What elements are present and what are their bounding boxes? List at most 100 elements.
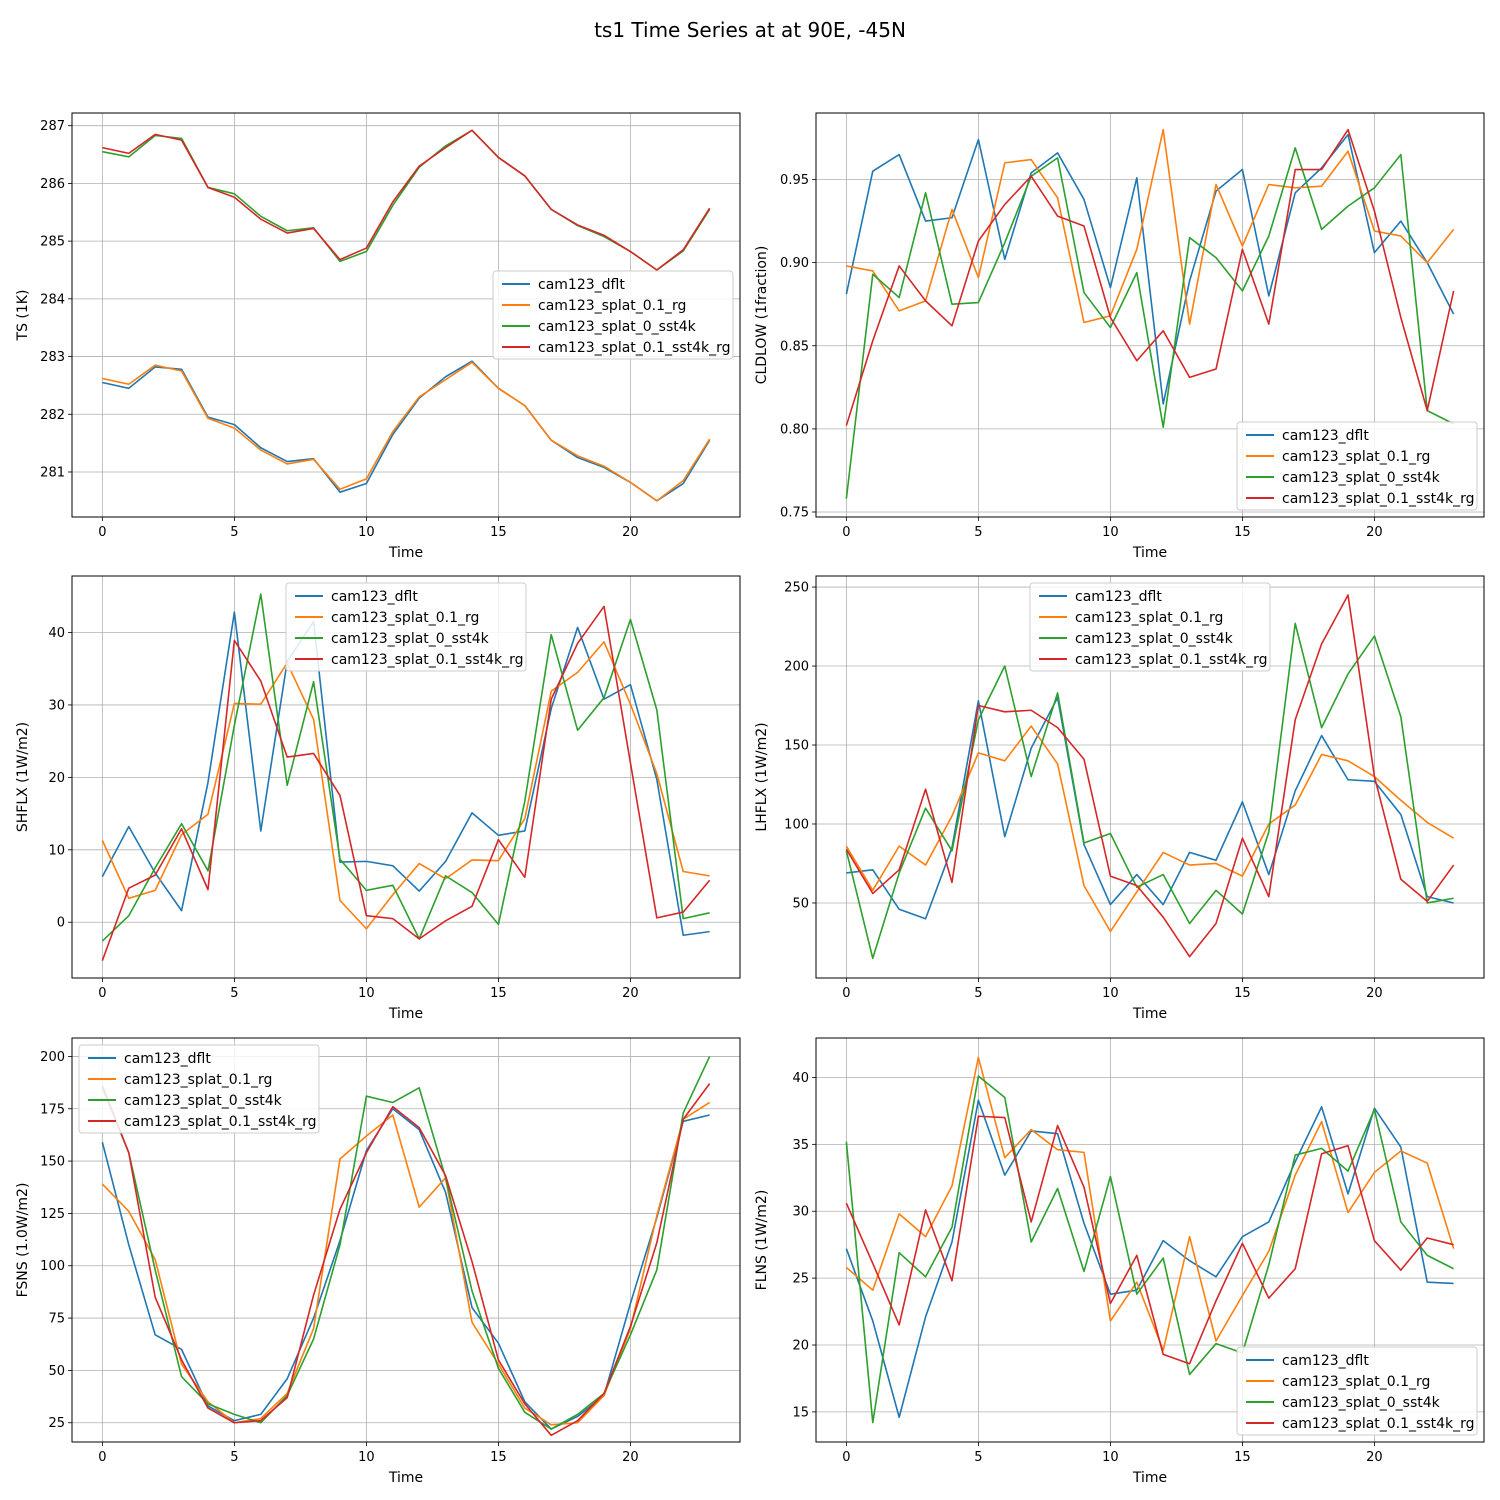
y-tick-label: 30 [792, 1205, 809, 1220]
legend-entry: cam123_splat_0_sst4k [1075, 631, 1234, 647]
x-tick-label: 15 [1234, 986, 1251, 1001]
legend-entry: cam123_splat_0.1_sst4k_rg [1282, 1416, 1475, 1432]
y-tick-label: 175 [40, 1102, 65, 1117]
x-tick-label: 0 [98, 525, 106, 540]
legend-entry: cam123_splat_0.1_sst4k_rg [1075, 652, 1268, 668]
series-line-cam123_splat_0.1_rg [845, 1056, 1455, 1352]
x-tick-label: 20 [1366, 986, 1383, 1001]
subplot-5: 0 5 10 15 20 25 50 75 100 125 150 175 200 Time FSNS (1… [15, 1037, 741, 1486]
y-tick-label: 150 [784, 739, 809, 754]
series-line-cam123_splat_0.1_sst4k_rg [845, 1115, 1454, 1365]
legend-box [492, 270, 734, 360]
x-tick-label: 5 [230, 525, 238, 540]
legend-entry: cam123_splat_0.1_sst4k_rg [124, 1114, 317, 1130]
y-tick-label: 40 [48, 626, 65, 641]
y-tick-label: 40 [792, 1071, 809, 1086]
series-line-cam123_splat_0.1_rg [102, 361, 711, 502]
y-tick-label: 15 [792, 1405, 809, 1420]
axes-frame [815, 112, 1485, 518]
y-tick-label: 25 [48, 1416, 65, 1431]
x-axis-label: Time [1132, 1470, 1167, 1486]
series-line-cam123_splat_0_sst4k [845, 147, 1454, 499]
legend-entry: cam123_splat_0_sst4k [538, 319, 697, 335]
axes-frame [71, 1037, 741, 1443]
x-tick-label: 15 [1234, 525, 1251, 540]
series-line-cam123_splat_0.1_rg [845, 725, 1455, 933]
x-tick-label: 10 [358, 525, 375, 540]
legend-entry: cam123_dflt [1075, 589, 1162, 605]
y-tick-label: 100 [40, 1259, 65, 1274]
legend: cam123_dflt cam123_splat_0.1_rg cam123_spl… [78, 1044, 320, 1134]
legend-entry: cam123_splat_0_sst4k [331, 631, 490, 647]
y-tick-label: 281 [40, 465, 65, 480]
x-axis-label: Time [388, 1470, 423, 1486]
x-tick-label: 0 [842, 986, 850, 1001]
y-axis-label: SHFLX (1W/m2) [15, 722, 31, 832]
legend-entry: cam123_splat_0.1_rg [331, 610, 479, 626]
legend: cam123_dflt cam123_splat_0.1_rg cam123_spl… [285, 582, 527, 672]
y-tick-label: 20 [48, 771, 65, 786]
series-line-cam123_dflt [845, 133, 1455, 405]
x-tick-label: 15 [490, 1450, 507, 1465]
y-tick-label: 250 [784, 581, 809, 596]
subplot-grid: 0 5 10 15 20 281 282 283 284 285 286 287 Time TS (1K)… [15, 112, 1485, 1486]
subplot-3: 0 5 10 15 20 0 10 20 30 40 Time SHFLX (1W/m2) cam123… [15, 575, 741, 1022]
x-axis-label: Time [1132, 1006, 1167, 1022]
legend-box [1236, 421, 1478, 511]
series-line-cam123_dflt [846, 696, 1454, 920]
y-tick-label: 50 [792, 896, 809, 911]
y-axis-label: FLNS (1W/m2) [754, 1190, 770, 1291]
y-tick-label: 0.80 [780, 422, 809, 437]
y-tick-label: 100 [784, 817, 809, 832]
y-tick-label: 287 [40, 119, 65, 134]
legend-box [1236, 1346, 1478, 1436]
y-tick-label: 25 [792, 1272, 809, 1287]
series-line-cam123_dflt [845, 1099, 1454, 1419]
y-tick-label: 284 [40, 292, 65, 307]
x-tick-label: 10 [1102, 986, 1119, 1001]
legend-entry: cam123_splat_0.1_sst4k_rg [331, 652, 524, 668]
x-tick-label: 0 [98, 986, 106, 1001]
y-axis-label: LHFLX (1W/m2) [754, 722, 770, 831]
legend: cam123_dflt cam123_splat_0.1_rg cam123_spl… [1236, 421, 1478, 511]
x-tick-label: 20 [622, 986, 639, 1001]
legend: cam123_dflt cam123_splat_0.1_rg cam123_spl… [492, 270, 734, 360]
x-tick-label: 5 [974, 1450, 982, 1465]
legend-entry: cam123_splat_0.1_rg [1282, 1374, 1430, 1390]
x-tick-label: 0 [842, 525, 850, 540]
subplot-2: 0 5 10 15 20 0.75 0.80 0.85 0.90 0.95 Time CLDLOW (… [754, 112, 1485, 561]
legend-entry: cam123_splat_0.1_rg [1075, 610, 1223, 626]
subplot-4: 0 5 10 15 20 50 100 150 200 250 Time LHFLX (1W/m2) c… [754, 575, 1485, 1022]
x-tick-label: 5 [230, 986, 238, 1001]
y-tick-label: 125 [40, 1207, 65, 1222]
axes-frame [815, 575, 1485, 979]
x-tick-label: 0 [842, 1450, 850, 1465]
legend-entry: cam123_splat_0.1_rg [124, 1072, 272, 1088]
y-tick-label: 35 [792, 1138, 809, 1153]
y-tick-label: 50 [48, 1364, 65, 1379]
y-tick-label: 286 [40, 177, 65, 192]
axes-frame [71, 112, 741, 518]
series-line-cam123_splat_0.1_rg [101, 641, 710, 930]
y-axis-label: FSNS (1.0W/m2) [15, 1183, 31, 1298]
figure-title: ts1 Time Series at at 90E, -45N [594, 18, 906, 42]
y-tick-label: 150 [40, 1155, 65, 1170]
legend-entry: cam123_splat_0_sst4k [1282, 470, 1441, 486]
x-tick-label: 15 [490, 986, 507, 1001]
y-tick-label: 0 [57, 916, 65, 931]
y-tick-label: 10 [48, 843, 65, 858]
legend-entry: cam123_splat_0.1_sst4k_rg [1282, 491, 1475, 507]
y-tick-label: 75 [48, 1312, 65, 1327]
legend-entry: cam123_dflt [331, 589, 418, 605]
series-line-cam123_splat_0.1_sst4k_rg [102, 129, 711, 271]
y-tick-label: 0.95 [780, 173, 809, 188]
y-tick-label: 200 [40, 1050, 65, 1065]
legend-entry: cam123_dflt [124, 1051, 211, 1067]
legend-entry: cam123_dflt [538, 277, 625, 293]
x-tick-label: 20 [622, 525, 639, 540]
series-line-cam123_splat_0.1_rg [846, 128, 1455, 325]
x-tick-label: 0 [98, 1450, 106, 1465]
y-tick-label: 0.75 [780, 506, 809, 521]
y-axis-label: CLDLOW (1fraction) [754, 246, 770, 385]
